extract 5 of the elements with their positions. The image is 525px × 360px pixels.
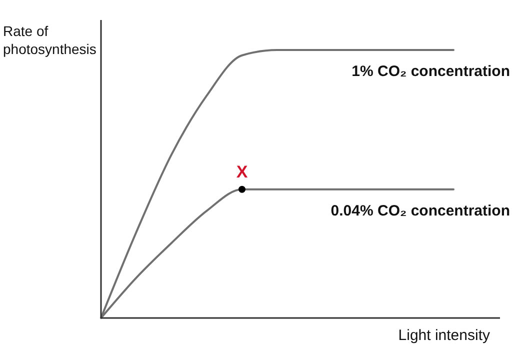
series-label: 0.04% CO₂ concentration — [330, 202, 510, 220]
y-axis-title: Rate of photosynthesis — [3, 23, 96, 57]
x-axis-title: Light intensity — [398, 327, 490, 344]
annotation: X — [236, 162, 248, 182]
series-label: 1% CO₂ concentration — [352, 63, 510, 80]
